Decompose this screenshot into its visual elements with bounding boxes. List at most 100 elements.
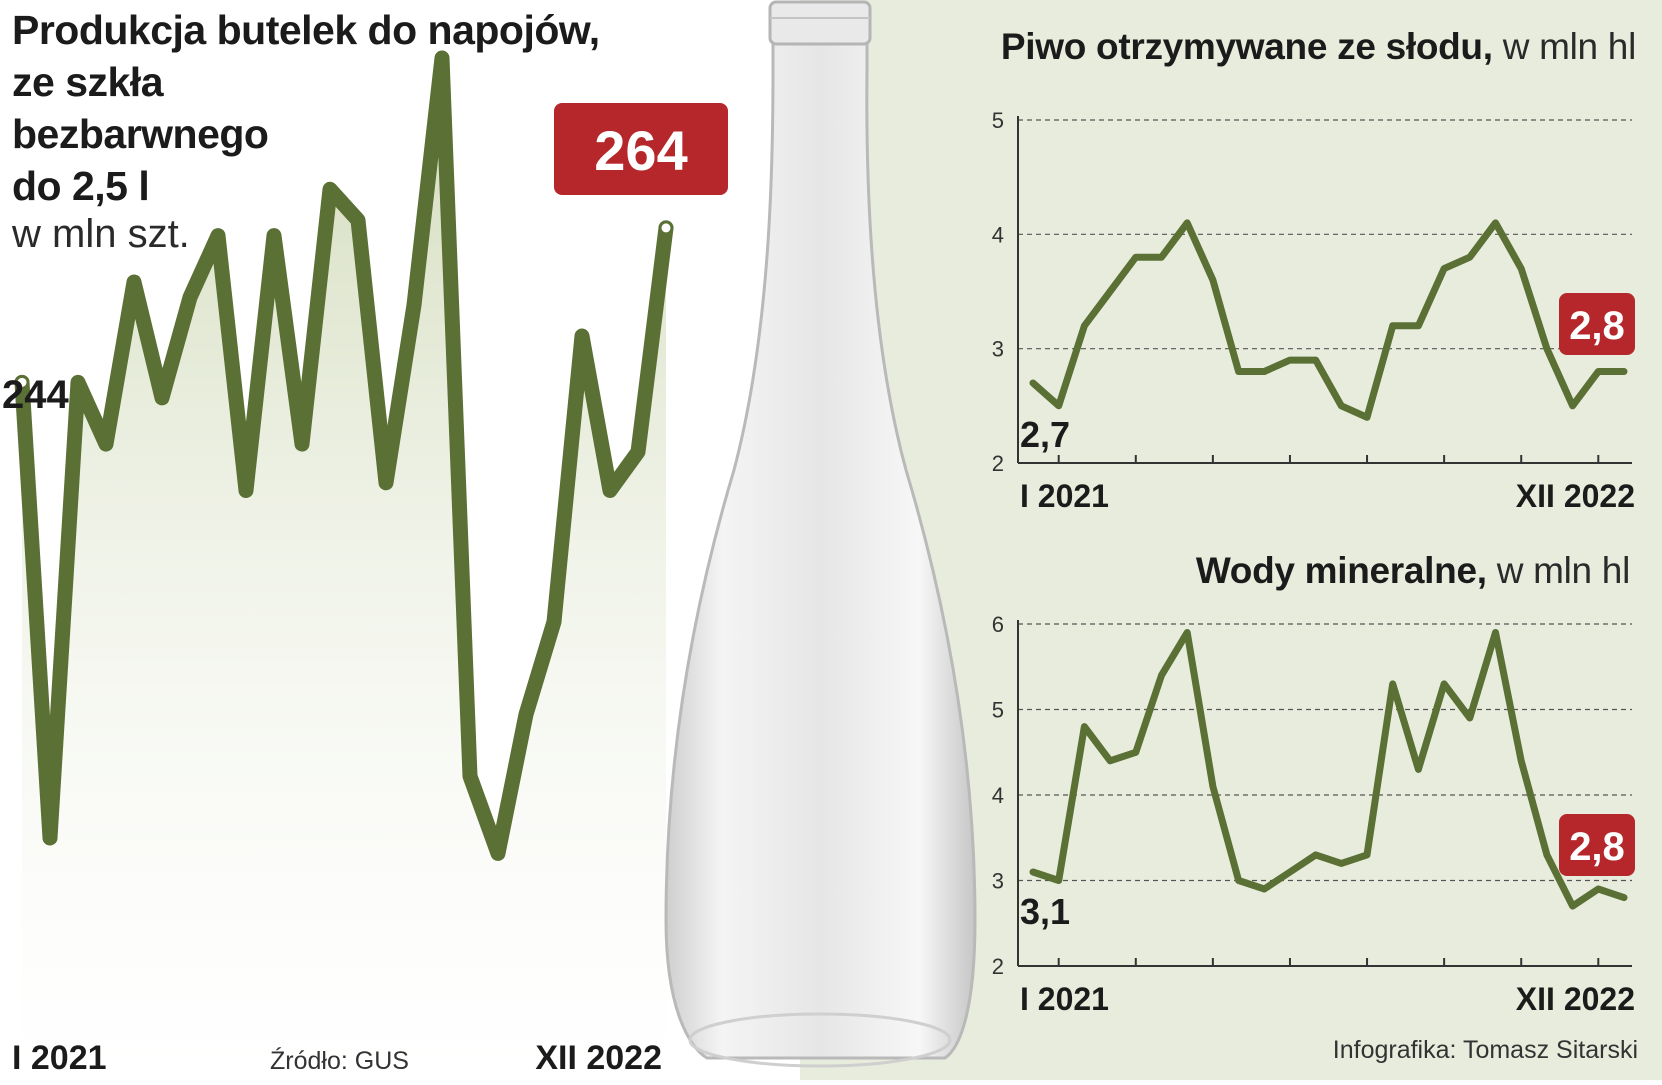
y-tick-label: 5 (992, 108, 1004, 133)
main-data-point (272, 233, 276, 238)
data-point (1391, 682, 1395, 686)
data-point (1494, 631, 1497, 634)
data-point (1596, 887, 1600, 891)
data-point (1442, 267, 1446, 271)
main-data-point (580, 334, 584, 338)
main-data-point (440, 56, 444, 60)
data-point (1468, 716, 1472, 720)
bottle-illustration (664, 0, 977, 1068)
last-value-badge (1559, 814, 1635, 876)
data-point (1339, 861, 1343, 865)
data-point (1596, 370, 1600, 373)
data-point (1365, 853, 1369, 857)
main-data-point (76, 380, 80, 385)
data-point (1442, 682, 1446, 686)
y-tick-label: 2 (992, 451, 1004, 476)
data-point (1185, 221, 1189, 225)
main-data-point (300, 442, 304, 447)
main-last-value-badge (554, 103, 728, 195)
x-end-label: XII 2022 (1516, 478, 1635, 514)
data-point (1108, 290, 1112, 293)
beer-title-text: Piwo otrzymywane ze słodu, (1000, 26, 1493, 67)
water-chart-title: Wody mineralne, w mln hl (1196, 550, 1630, 592)
main-data-point (216, 233, 220, 238)
data-point (1237, 370, 1241, 373)
data-point (1211, 785, 1215, 788)
main-data-point (384, 480, 388, 485)
main-x-end-label: XII 2022 (535, 1039, 662, 1077)
main-title-line-1: Produkcja butelek do napojów, (12, 7, 600, 53)
data-point (1519, 267, 1523, 271)
data-point (1571, 904, 1575, 908)
data-point (1468, 255, 1472, 259)
y-tick-label: 6 (992, 612, 1004, 637)
main-series-line (14, 50, 674, 861)
main-data-point (188, 295, 192, 300)
main-data-point (496, 851, 500, 856)
bottle-cap-ring (768, 0, 872, 46)
main-chart: 244 264 I 2021 XII 2022 Źródło: GUS (2, 50, 728, 1080)
data-point (1211, 278, 1215, 282)
x-start-label: I 2021 (1020, 981, 1109, 1017)
main-x-start-label: I 2021 (12, 1039, 107, 1077)
main-data-point (356, 218, 360, 223)
beer-chart-title: Piwo otrzymywane ze słodu, w mln hl (1001, 26, 1636, 68)
data-point (1519, 759, 1523, 763)
main-first-marker (14, 374, 30, 390)
first-value-label: 3,1 (1020, 891, 1070, 932)
main-data-point (524, 712, 528, 717)
bottle-body (664, 38, 977, 1060)
data-point (1237, 879, 1241, 882)
infographic-credit: Infografika: Tomasz Sitarski (1332, 1036, 1638, 1064)
data-point (1082, 725, 1086, 729)
water-title-text: Wody mineralne, (1195, 550, 1487, 591)
main-data-point (328, 187, 332, 192)
main-source-label: Źródło: GUS (270, 1046, 409, 1075)
y-tick-label: 4 (992, 222, 1004, 247)
y-tick-label: 5 (992, 698, 1004, 723)
main-chart-title: Produkcja butelek do napojów, ze szkła b… (12, 4, 600, 212)
bottle-base (688, 1012, 952, 1068)
data-point (1391, 324, 1395, 328)
data-point (1622, 370, 1626, 373)
data-point (1160, 255, 1163, 259)
data-point (1339, 404, 1343, 408)
main-data-point (160, 395, 164, 400)
water-chart: 2 3 4 5 6 3,1 2,8 I 2021 XII 2022 (992, 612, 1635, 1017)
data-point (1262, 887, 1266, 891)
data-point (1622, 896, 1626, 900)
beer-title-unit: w mln hl (1492, 26, 1637, 67)
data-point (1031, 381, 1035, 385)
main-data-point (244, 488, 248, 493)
main-last-value-label: 264 (594, 119, 687, 182)
data-point (1057, 404, 1061, 408)
data-point (1288, 870, 1292, 874)
main-data-point (48, 836, 52, 840)
main-title-line-4: do 2,5 l (12, 163, 150, 209)
main-data-point (552, 619, 556, 624)
first-value-label: 2,7 (1020, 414, 1070, 455)
data-point (1288, 358, 1292, 362)
y-tick-label: 2 (992, 954, 1004, 979)
main-title-line-3: bezbarwnego (12, 111, 269, 157)
data-point (1314, 853, 1318, 857)
main-data-point (608, 488, 612, 493)
data-point (1108, 759, 1112, 763)
data-point (1134, 255, 1138, 259)
main-first-value-label: 244 (2, 373, 69, 417)
data-point (1082, 324, 1086, 328)
data-point (1545, 853, 1549, 857)
main-data-point (468, 774, 472, 779)
data-point (1314, 358, 1318, 362)
beer-chart: 2 3 4 5 2,7 2,8 I 2021 XII 2022 (992, 108, 1635, 514)
y-tick-label: 4 (992, 783, 1004, 808)
data-point (1416, 767, 1420, 771)
main-data-point (636, 449, 640, 454)
main-title-line-2: ze szkła (12, 59, 163, 105)
data-point (1160, 673, 1163, 677)
last-value-label: 2,8 (1569, 825, 1625, 869)
data-point (1494, 221, 1497, 225)
data-point (1365, 415, 1369, 419)
